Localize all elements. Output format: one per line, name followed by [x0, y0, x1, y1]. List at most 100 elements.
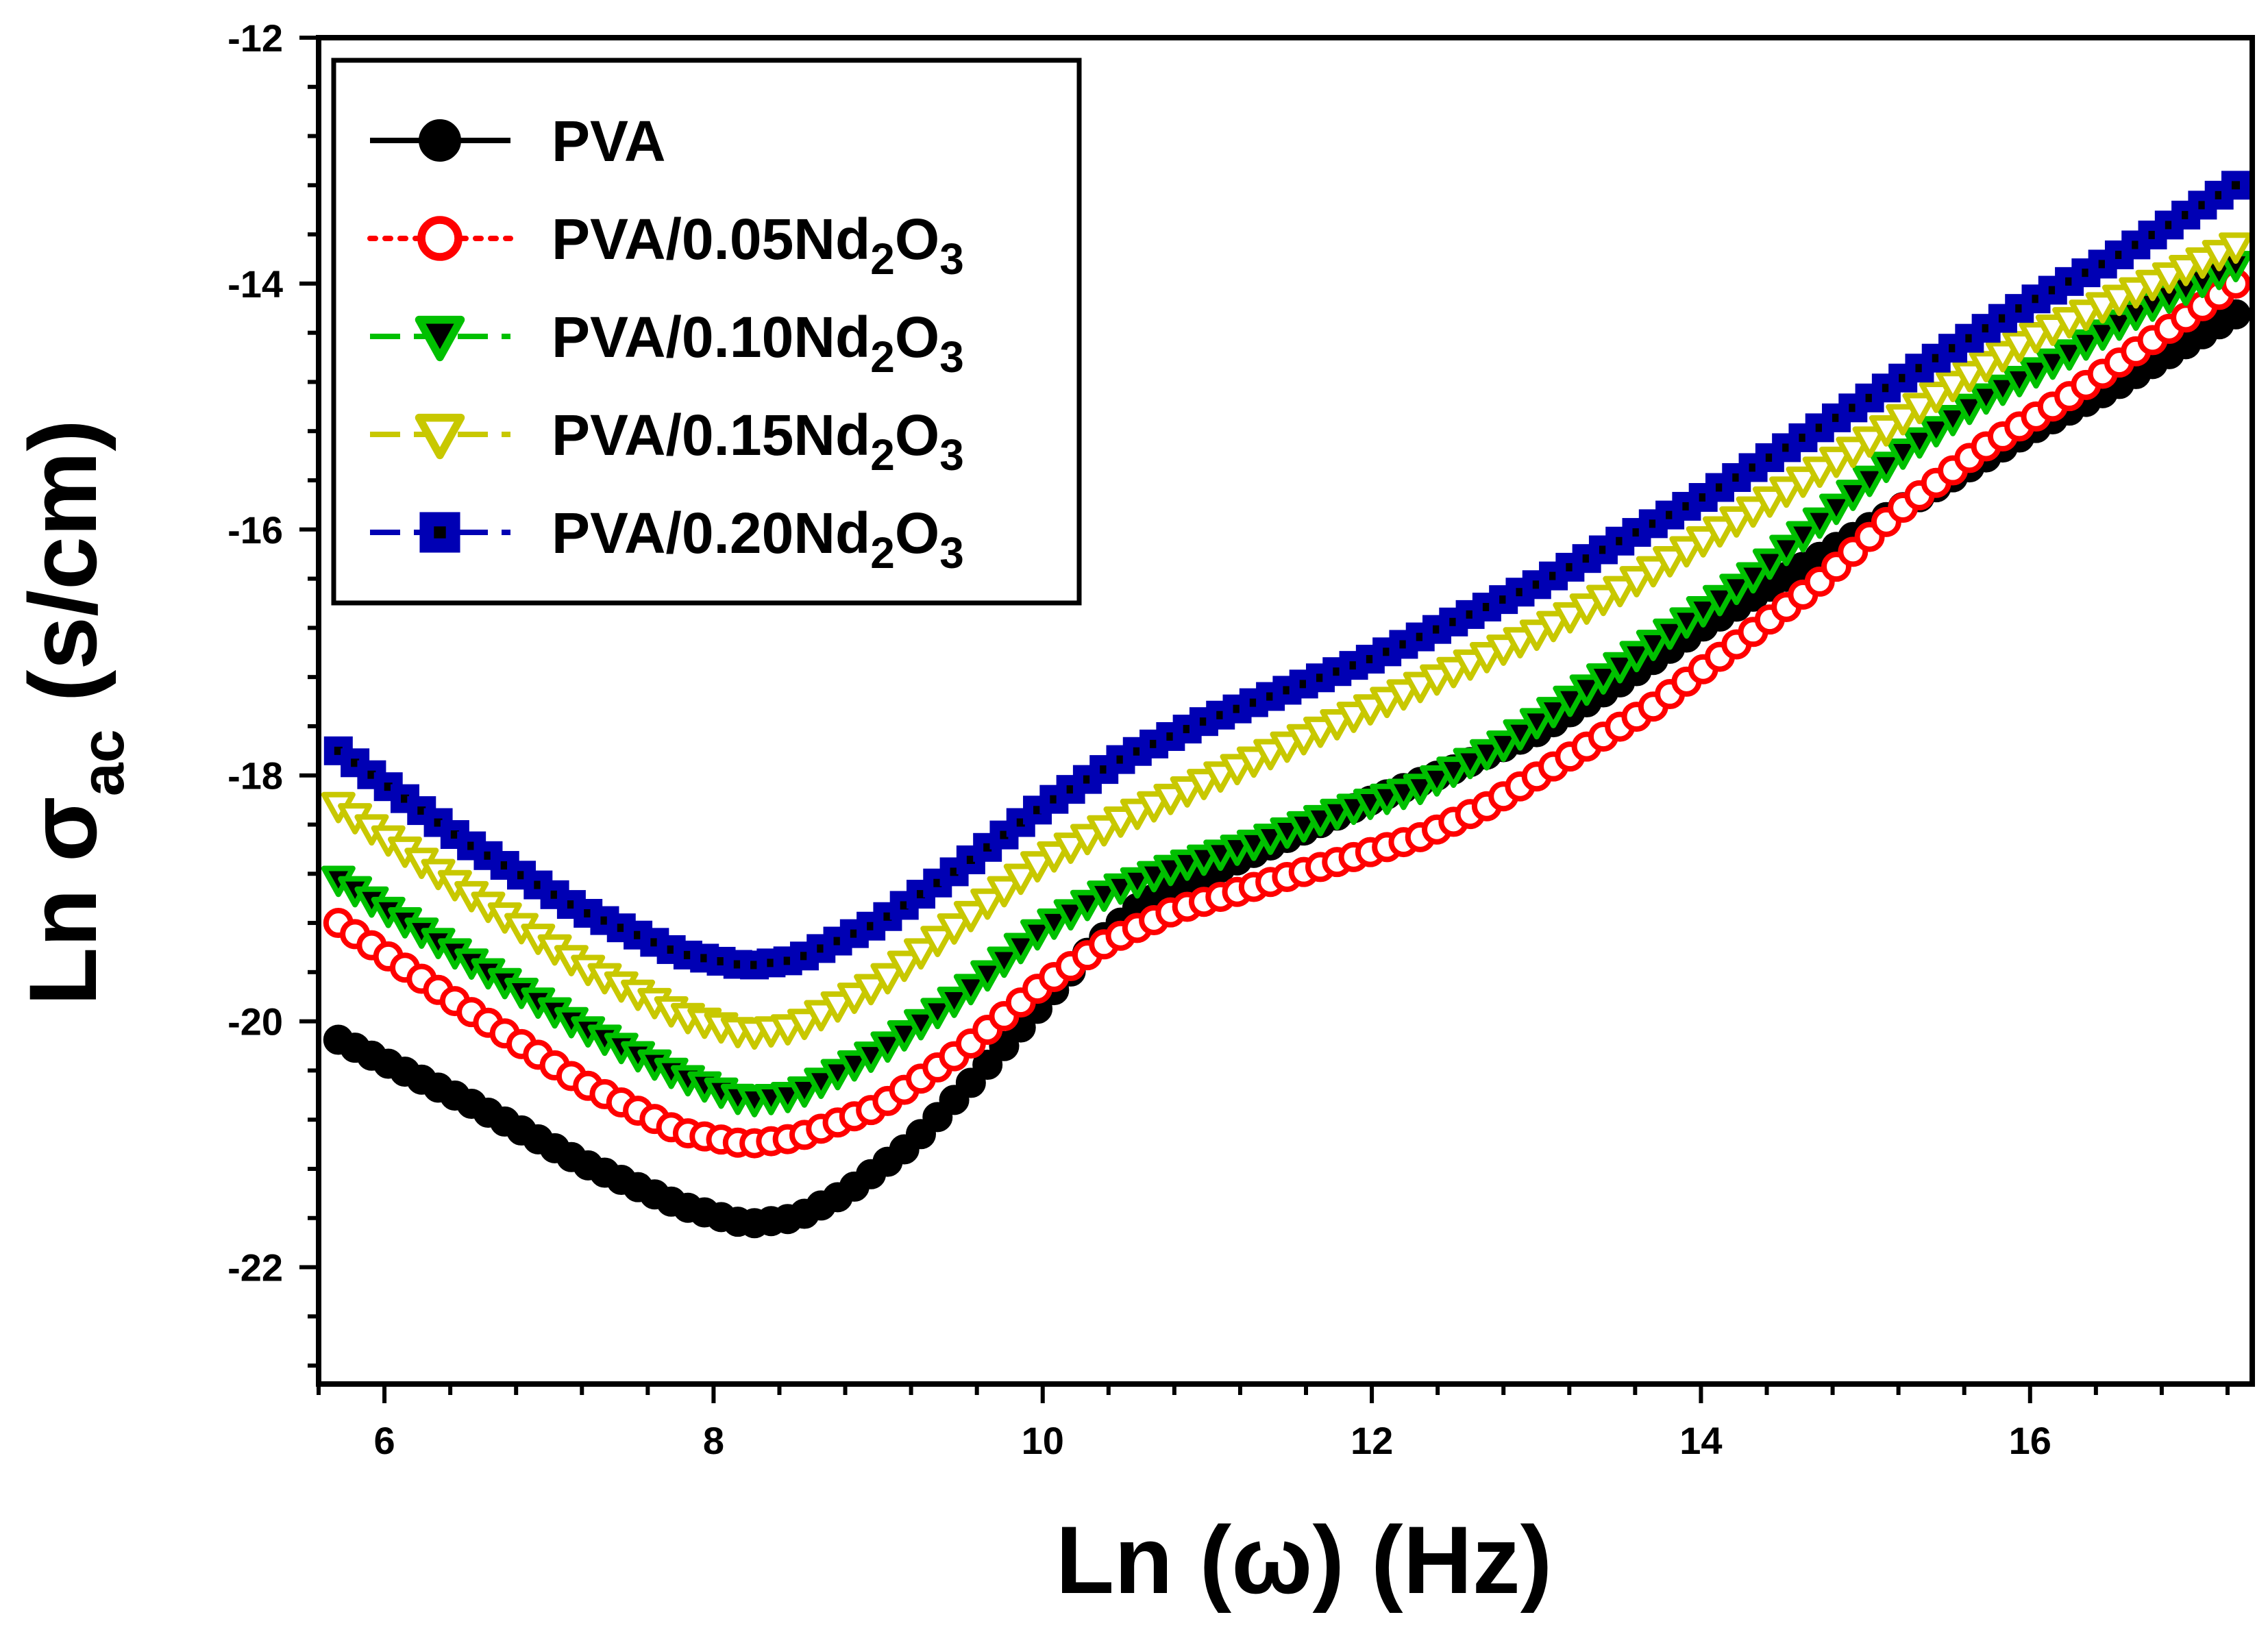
data-point-s2 — [920, 998, 955, 1030]
data-point-s4-center — [584, 909, 593, 917]
data-point-s4-center — [2098, 260, 2107, 269]
data-point-s2 — [1070, 889, 1105, 922]
data-point-s4-center — [833, 937, 842, 946]
x-tick-label: 14 — [1679, 1419, 1722, 1462]
y-axis-label-subscript: ac — [69, 729, 136, 796]
data-point-s4-center — [2032, 295, 2041, 304]
data-point-s4-center — [1782, 443, 1791, 452]
data-point-s3 — [1869, 415, 1903, 447]
data-point-s4-center — [1849, 404, 1858, 412]
legend-marker-s1 — [417, 216, 463, 261]
data-point-s3 — [2218, 232, 2253, 264]
data-point-s4-center — [1116, 755, 1125, 764]
data-point-s4-center — [1083, 775, 1092, 784]
data-point-s2 — [1403, 774, 1438, 806]
legend-label-prefix: PVA/0.15Nd — [552, 403, 870, 467]
data-point-s4-center — [567, 900, 576, 909]
data-point-s4-center — [1582, 554, 1591, 563]
data-point-s4-center — [800, 952, 809, 961]
data-point-s4-center — [2198, 201, 2207, 210]
data-point-s3 — [887, 950, 922, 983]
data-point-s4-center — [500, 861, 509, 870]
legend-marker-s0 — [419, 119, 461, 162]
data-point-s4-center — [1349, 661, 1358, 670]
x-axis-label: Ln (ω) (Hz) — [1056, 1506, 1553, 1614]
data-point-s4-center — [1749, 463, 1758, 472]
legend: PVA PVA/0.05Nd2O3 PVA/0.10Nd2O3 PVA/0.15Nd2… — [331, 58, 1082, 606]
legend-marker-s3 — [415, 413, 465, 460]
legend-label-mid: O — [895, 403, 939, 467]
data-point-s4-center — [2015, 304, 2024, 313]
data-point-s4-center — [1965, 334, 1974, 343]
data-point-s3 — [1519, 619, 1554, 652]
data-point-s2 — [1653, 618, 1688, 650]
legend-item-s3: PVA/0.15Nd2O3 — [370, 403, 964, 480]
data-point-s2 — [1553, 685, 1588, 717]
data-point-s4-center — [1433, 625, 1442, 634]
data-point-s4-center — [1732, 473, 1741, 482]
data-point-s2 — [1736, 562, 1771, 594]
data-point-s2 — [1003, 933, 1038, 965]
data-point-s2 — [2052, 339, 2087, 371]
data-point-s4-center — [750, 961, 759, 970]
data-point-s4-center — [2182, 210, 2191, 219]
data-point-s4-center — [1399, 640, 1408, 649]
data-point-s2 — [870, 1031, 905, 1063]
y-tick-label: -12 — [227, 16, 283, 60]
legend-label-prefix: PVA — [552, 109, 665, 173]
data-point-s4-center — [900, 901, 909, 910]
data-point-s2 — [904, 1009, 939, 1041]
data-point-s3 — [970, 888, 1005, 920]
data-point-s3 — [1070, 824, 1105, 856]
data-point-s3 — [1037, 841, 1072, 873]
data-point-s4-center — [1233, 704, 1242, 713]
data-point-s4-center — [717, 956, 726, 965]
data-point-s2 — [1719, 573, 1754, 606]
y-tick-label: -22 — [227, 1246, 283, 1289]
legend-label-s2: PVA/0.10Nd2O3 — [552, 305, 964, 382]
legend-label-s1: PVA/0.05Nd2O3 — [552, 207, 964, 284]
data-point-s4-center — [1466, 610, 1475, 619]
y-tick-label: -20 — [227, 1000, 283, 1044]
data-point-s4-center — [733, 960, 742, 969]
data-point-s2 — [1536, 697, 1571, 728]
data-point-s2 — [987, 946, 1022, 978]
legend-label-s4: PVA/0.20Nd2O3 — [552, 501, 964, 578]
data-point-s3 — [920, 926, 955, 957]
data-point-s2 — [1936, 404, 1971, 436]
y-tick-label: -18 — [227, 754, 283, 798]
data-point-s3 — [1985, 341, 2020, 373]
data-point-s4-center — [1199, 717, 1208, 726]
legend-label-sub2: 3 — [939, 332, 964, 382]
data-point-s2 — [1819, 493, 1854, 526]
data-point-s4-center — [1682, 502, 1691, 510]
data-point-s2 — [787, 1076, 822, 1108]
x-tick-label: 6 — [373, 1419, 395, 1462]
data-point-s4-center — [950, 867, 959, 876]
data-point-s2 — [953, 974, 988, 1006]
legend-marker-s2 — [415, 315, 465, 362]
data-point-s4-center — [434, 818, 443, 827]
data-point-s4-center — [1666, 510, 1675, 519]
y-tick-label: -16 — [227, 508, 283, 552]
data-point-s4-center — [1549, 571, 1558, 580]
data-point-s4-center — [534, 880, 543, 889]
data-point-s4-center — [1016, 818, 1025, 827]
data-point-s4-center — [367, 770, 376, 779]
data-point-s4-center — [1166, 732, 1175, 741]
legend-label-sub2: 3 — [939, 528, 964, 578]
data-point-s4-center — [634, 930, 643, 939]
data-point-s4-center — [1183, 725, 1192, 734]
data-point-s4-center — [1982, 324, 1990, 333]
y-axis-label-main: Ln σ — [9, 796, 116, 1006]
data-point-s2 — [1037, 908, 1072, 940]
data-point-s4-center — [2165, 221, 2173, 230]
data-point-s2 — [1869, 452, 1903, 484]
legend-label-mid: O — [895, 305, 939, 369]
data-point-s4-center — [2215, 190, 2223, 199]
data-point-s2 — [1569, 674, 1604, 706]
data-point-s2 — [1636, 630, 1671, 661]
data-point-s3 — [854, 974, 889, 1006]
data-point-s4-center — [484, 851, 493, 860]
